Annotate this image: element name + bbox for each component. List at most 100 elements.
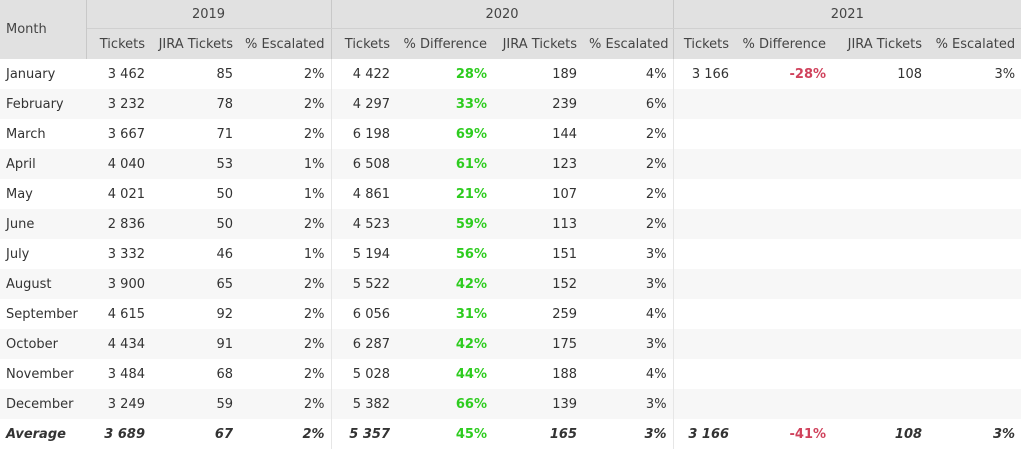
cell-escalated-2021: [928, 299, 1021, 329]
cell-escalated-2020: 2%: [583, 149, 674, 179]
cell-difference-2021: [735, 359, 832, 389]
cell-jira-2020: 139: [493, 389, 584, 419]
table-row: November 3 484 68 2% 5 028 44% 188 4%: [0, 359, 1021, 389]
cell-tickets-2021: [673, 389, 736, 419]
cell-jira-2020: 152: [493, 269, 584, 299]
cell-month: April: [0, 149, 86, 179]
cell-jira-2019: 91: [151, 329, 239, 359]
cell-jira-2021: [832, 329, 929, 359]
cell-month: May: [6, 186, 33, 202]
cell-escalated-2021: [928, 89, 1022, 119]
cell-tickets-2020: 5 382: [331, 389, 397, 419]
column-header-escalated-2021[interactable]: % Escalated: [928, 28, 1022, 59]
cell-escalated-2021: [928, 329, 1022, 359]
cell-escalated-2020: 4%: [583, 299, 674, 329]
cell-escalated-2021: [928, 359, 1021, 389]
cell-escalated-2021: 3%: [928, 419, 1022, 449]
column-header-tickets-2019[interactable]: Tickets: [86, 28, 151, 59]
cell-month: October: [0, 329, 86, 359]
cell-tickets-2020: 4 523: [331, 209, 397, 239]
cell-jira-2019: 50: [151, 209, 239, 239]
cell-jira-2020: 123: [493, 149, 584, 179]
cell-difference-2020: 21%: [455, 186, 488, 202]
column-header-jira-2021[interactable]: JIRA Tickets: [832, 28, 929, 59]
column-header-difference-2020[interactable]: % Difference: [396, 28, 494, 59]
cell-escalated-2021: [928, 239, 1021, 269]
table-row: January 3 462 85 2% 4 422 28% 189 4% 3 1…: [0, 59, 1021, 89]
cell-jira-2020: 165: [493, 419, 584, 449]
cell-jira-2020: 188: [552, 366, 578, 382]
cell-tickets-2020: 6 287: [331, 329, 397, 359]
cell-difference-2021: [735, 239, 832, 269]
cell-tickets-2021: [673, 329, 736, 359]
cell-jira-2021: [832, 209, 929, 239]
cell-month: November: [6, 366, 74, 382]
average-row: Average 3 689 67 2% 5 357 45% 165 3% 3 1…: [0, 419, 1022, 449]
cell-tickets-2021: [673, 209, 736, 239]
year-header-2019: 2019: [86, 0, 332, 29]
cell-jira-2020: 107: [552, 186, 578, 202]
cell-difference-2021: [735, 179, 832, 209]
cell-difference-2021: [735, 329, 833, 359]
cell-escalated-2020: 3%: [583, 239, 674, 269]
cell-tickets-2020: 6 056: [352, 306, 391, 322]
cell-difference-2021: -28%: [789, 66, 827, 82]
table-header: Month 2019 2020 2021 Tickets JIRA Ticket…: [0, 0, 1022, 59]
table-row: July 3 332 46 1% 5 194 56% 151 3%: [0, 239, 1021, 269]
column-header-tickets-2021[interactable]: Tickets: [673, 28, 736, 59]
column-header-jira-2019[interactable]: JIRA Tickets: [151, 28, 239, 59]
cell-jira-2020: 259: [552, 306, 578, 322]
cell-tickets-2021: [673, 89, 736, 119]
cell-tickets-2021: 3 166: [673, 419, 736, 449]
column-header-jira-2020[interactable]: JIRA Tickets: [493, 28, 584, 59]
column-header-month[interactable]: Month: [0, 0, 87, 59]
column-header-tickets-2020[interactable]: Tickets: [331, 28, 397, 59]
cell-escalated-2021: [928, 269, 1022, 299]
column-header-escalated-2020[interactable]: % Escalated: [583, 28, 674, 59]
table-row: May 4 021 50 1% 4 861 21% 107 2%: [0, 179, 1021, 209]
cell-difference-2020: 45%: [396, 419, 494, 449]
table-row: December 3 249 59 2% 5 382 66% 139 3%: [0, 389, 1022, 419]
cell-jira-2020: 175: [493, 329, 584, 359]
cell-jira-2021: [832, 359, 928, 389]
cell-escalated-2019: 2%: [239, 299, 332, 329]
cell-escalated-2020: 3%: [583, 419, 674, 449]
year-header-2020: 2020: [331, 0, 674, 29]
cell-tickets-2019: 2 836: [86, 209, 151, 239]
cell-escalated-2020: 4%: [583, 59, 674, 89]
cell-escalated-2020: 3%: [583, 389, 674, 419]
cell-jira-2021: [832, 269, 929, 299]
cell-tickets-2020: 5 522: [331, 269, 397, 299]
cell-tickets-2021: [673, 119, 735, 149]
cell-month: January: [6, 66, 56, 82]
cell-jira-2021: 108: [897, 66, 923, 82]
cell-difference-2020: 66%: [396, 389, 494, 419]
cell-escalated-2020: 2%: [583, 209, 674, 239]
cell-jira-2021: [832, 149, 929, 179]
table-row: October 4 434 91 2% 6 287 42% 175 3%: [0, 329, 1022, 359]
cell-month: July: [6, 246, 30, 262]
cell-escalated-2019: 1%: [239, 239, 332, 269]
cell-escalated-2020: 3%: [583, 329, 674, 359]
cell-jira-2019: 68: [216, 366, 233, 382]
cell-escalated-2019: 2%: [239, 389, 332, 419]
cell-jira-2019: 67: [151, 419, 239, 449]
cell-jira-2019: 53: [151, 149, 239, 179]
cell-month: September: [6, 306, 78, 322]
cell-tickets-2019: 3 484: [107, 366, 145, 382]
cell-tickets-2020: 5 357: [331, 419, 397, 449]
cell-jira-2020: 144: [552, 126, 578, 142]
cell-jira-2019: 65: [151, 269, 239, 299]
column-header-difference-2021[interactable]: % Difference: [735, 28, 833, 59]
table-row: August 3 900 65 2% 5 522 42% 152 3%: [0, 269, 1022, 299]
cell-tickets-2019: 3 689: [86, 419, 151, 449]
cell-jira-2021: [832, 119, 928, 149]
cell-difference-2020: 33%: [396, 89, 494, 119]
cell-jira-2019: 85: [216, 66, 233, 82]
cell-escalated-2019: 1%: [239, 149, 332, 179]
cell-jira-2021: [832, 239, 928, 269]
column-header-escalated-2019[interactable]: % Escalated: [239, 28, 332, 59]
cell-tickets-2020: 4 297: [331, 89, 397, 119]
cell-tickets-2020: 6 198: [352, 126, 391, 142]
cell-tickets-2020: 4 422: [352, 66, 391, 82]
